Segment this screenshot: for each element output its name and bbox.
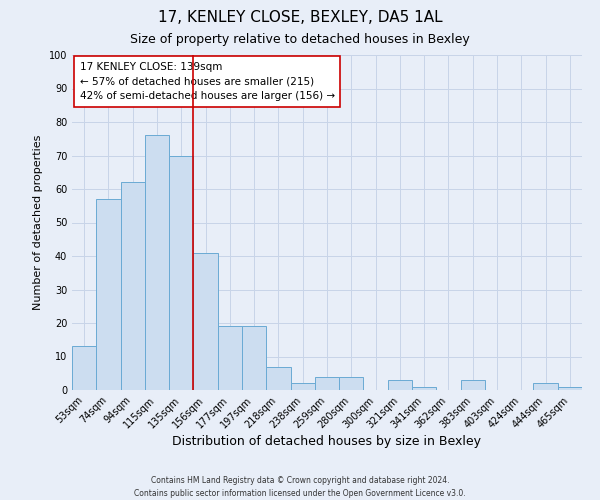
Bar — [315, 376, 339, 390]
Bar — [388, 380, 412, 390]
Bar — [218, 326, 242, 390]
Bar — [290, 384, 315, 390]
Text: 17 KENLEY CLOSE: 139sqm
← 57% of detached houses are smaller (215)
42% of semi-d: 17 KENLEY CLOSE: 139sqm ← 57% of detache… — [80, 62, 335, 102]
Bar — [96, 199, 121, 390]
X-axis label: Distribution of detached houses by size in Bexley: Distribution of detached houses by size … — [173, 436, 482, 448]
Text: Contains HM Land Registry data © Crown copyright and database right 2024.
Contai: Contains HM Land Registry data © Crown c… — [134, 476, 466, 498]
Bar — [533, 384, 558, 390]
Bar — [242, 326, 266, 390]
Bar — [461, 380, 485, 390]
Y-axis label: Number of detached properties: Number of detached properties — [33, 135, 43, 310]
Bar — [412, 386, 436, 390]
Text: Size of property relative to detached houses in Bexley: Size of property relative to detached ho… — [130, 32, 470, 46]
Bar — [193, 252, 218, 390]
Bar — [266, 366, 290, 390]
Bar — [169, 156, 193, 390]
Bar — [145, 136, 169, 390]
Bar — [558, 386, 582, 390]
Bar — [339, 376, 364, 390]
Bar — [72, 346, 96, 390]
Bar — [121, 182, 145, 390]
Text: 17, KENLEY CLOSE, BEXLEY, DA5 1AL: 17, KENLEY CLOSE, BEXLEY, DA5 1AL — [158, 10, 442, 25]
